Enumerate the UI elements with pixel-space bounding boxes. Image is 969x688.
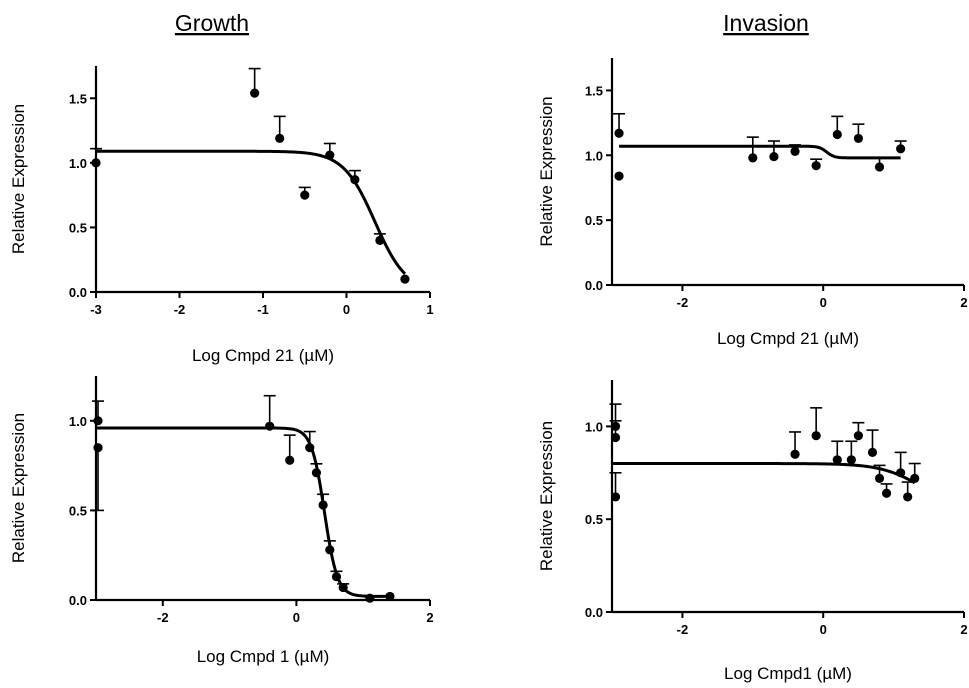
x-tick-label: -3 bbox=[90, 302, 102, 317]
data-point bbox=[846, 455, 856, 465]
data-point bbox=[853, 431, 864, 441]
y-tick-label: 0.5 bbox=[585, 213, 603, 228]
data-point bbox=[338, 582, 348, 593]
data-point bbox=[275, 133, 285, 143]
y-axis-title: Relative Expression bbox=[537, 96, 556, 246]
y-tick-label: 0.0 bbox=[69, 593, 87, 608]
data-point bbox=[614, 171, 624, 181]
data-point bbox=[93, 443, 103, 453]
x-tick-label: -1 bbox=[257, 302, 269, 317]
data-point bbox=[91, 158, 101, 168]
data-point bbox=[311, 468, 322, 478]
y-tick-label: 0.5 bbox=[585, 512, 603, 527]
chart-growth-1: 0.0 0.5 1.0 -2 0 2 Log Cmpd 1 (µM) Relative Exp… bbox=[9, 376, 434, 666]
x-tick-label: -2 bbox=[677, 295, 689, 310]
data-point bbox=[385, 591, 395, 602]
data-point bbox=[614, 128, 624, 138]
x-tick-label: -2 bbox=[174, 302, 186, 317]
x-tick-label: 0 bbox=[293, 610, 300, 625]
fit-curve bbox=[619, 144, 901, 160]
y-tick-label: 0.5 bbox=[69, 220, 87, 235]
data-point bbox=[365, 593, 375, 603]
invasion-heading: Invasion bbox=[723, 10, 809, 36]
data-point bbox=[285, 455, 295, 465]
data-point bbox=[853, 133, 864, 144]
data-point bbox=[325, 150, 335, 160]
data-point bbox=[811, 161, 821, 171]
fit-curve bbox=[612, 462, 916, 485]
x-axis-title: Log Cmpd 21 (µM) bbox=[717, 329, 859, 348]
data-point bbox=[874, 473, 885, 483]
y-tick-label: 0.0 bbox=[69, 285, 87, 300]
y-axis-title: Relative Expression bbox=[9, 104, 28, 254]
data-point bbox=[250, 88, 260, 98]
data-point bbox=[93, 416, 103, 426]
data-point bbox=[325, 545, 335, 555]
data-point bbox=[265, 421, 275, 431]
growth-heading: Growth bbox=[175, 10, 249, 36]
chart-growth-21: 0.0 0.5 1.0 1.5 -3 -2 -1 0 1 Log Cmpd 21 (µM) Rela… bbox=[9, 66, 434, 365]
chart-panels: 0.0 0.5 1.0 1.5 -3 -2 -1 0 1 Log Cmpd 21 (µM) Rela… bbox=[9, 58, 968, 683]
data-point bbox=[305, 443, 315, 453]
x-tick-label: 0 bbox=[343, 302, 350, 317]
data-point bbox=[300, 190, 310, 200]
y-tick-label: 1.0 bbox=[585, 148, 603, 163]
data-point bbox=[375, 235, 385, 245]
x-axis-title: Log Cmpd 1 (µM) bbox=[197, 647, 330, 666]
y-tick-label: 1.0 bbox=[585, 419, 603, 434]
x-tick-label: 2 bbox=[426, 610, 433, 625]
data-point bbox=[832, 129, 842, 140]
fit-curve bbox=[96, 149, 407, 275]
data-point bbox=[318, 500, 328, 510]
data-point bbox=[867, 447, 878, 457]
y-tick-label: 1.0 bbox=[69, 156, 87, 171]
y-tick-label: 1.5 bbox=[585, 83, 603, 98]
y-axis-title: Relative Expression bbox=[537, 421, 556, 571]
x-axis-title: Log Cmpd1 (µM) bbox=[724, 664, 852, 683]
x-tick-label: 0 bbox=[820, 295, 827, 310]
x-tick-label: 1 bbox=[426, 302, 433, 317]
y-tick-label: 0.0 bbox=[585, 605, 603, 620]
data-point bbox=[811, 431, 821, 441]
data-point bbox=[832, 455, 842, 465]
y-tick-label: 0.0 bbox=[585, 278, 603, 293]
data-point bbox=[350, 175, 360, 185]
data-point bbox=[748, 153, 758, 163]
x-tick-label: -2 bbox=[677, 622, 689, 637]
data-point bbox=[610, 432, 621, 443]
y-tick-label: 0.5 bbox=[69, 503, 87, 518]
data-point bbox=[790, 449, 800, 459]
data-point bbox=[790, 146, 800, 156]
data-point bbox=[331, 572, 342, 582]
data-point bbox=[610, 492, 621, 502]
x-axis-title: Log Cmpd 21 (µM) bbox=[192, 346, 334, 365]
data-point bbox=[896, 144, 906, 154]
data-point bbox=[769, 151, 779, 162]
fit-curve bbox=[96, 426, 390, 598]
chart-invasion-21: 0.0 0.5 1.0 1.5 -2 0 2 Log Cmpd 21 (µM) Relative… bbox=[537, 58, 968, 348]
x-tick-label: 2 bbox=[960, 295, 967, 310]
data-point bbox=[910, 473, 920, 483]
data-point bbox=[400, 274, 410, 284]
data-point bbox=[896, 468, 906, 478]
data-point bbox=[903, 492, 913, 502]
x-tick-label: 0 bbox=[820, 622, 827, 637]
chart-invasion-1: 0.0 0.5 1.0 -2 0 2 Log Cmpd1 (µM) Relative Expr… bbox=[537, 380, 968, 683]
y-tick-label: 1.5 bbox=[69, 91, 87, 106]
x-tick-label: -2 bbox=[157, 610, 169, 625]
y-tick-label: 1.0 bbox=[69, 414, 87, 429]
data-point bbox=[881, 488, 892, 498]
y-axis-title: Relative Expression bbox=[9, 413, 28, 563]
data-point bbox=[874, 162, 885, 172]
x-tick-label: 2 bbox=[960, 622, 967, 637]
